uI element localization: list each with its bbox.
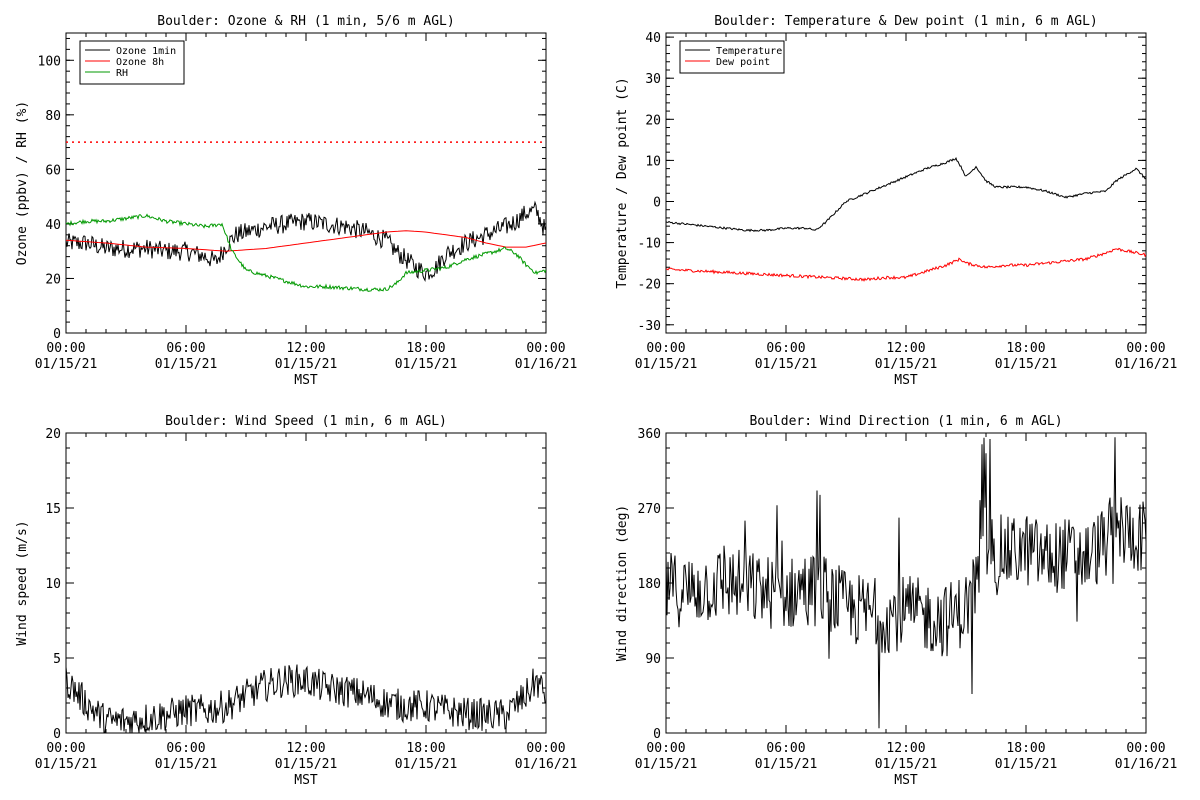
x-tick-time: 00:00 bbox=[526, 741, 565, 756]
x-tick-time: 18:00 bbox=[406, 741, 445, 756]
series-line-1 bbox=[66, 664, 546, 733]
y-tick-label: 20 bbox=[645, 113, 661, 128]
y-tick-label: -10 bbox=[638, 237, 661, 252]
y-tick-label: 270 bbox=[638, 502, 661, 517]
series-line-1 bbox=[666, 437, 1146, 729]
x-axis-label: MST bbox=[294, 373, 318, 388]
y-tick-label: 360 bbox=[638, 427, 661, 442]
y-tick-label: 20 bbox=[45, 427, 61, 442]
legend-box bbox=[679, 40, 785, 74]
x-tick-date: 01/15/21 bbox=[35, 357, 98, 372]
x-tick-time: 00:00 bbox=[646, 741, 685, 756]
x-tick-date: 01/15/21 bbox=[635, 757, 698, 772]
x-tick-date: 01/16/21 bbox=[1115, 757, 1178, 772]
x-tick-time: 12:00 bbox=[886, 341, 925, 356]
x-tick-date: 01/15/21 bbox=[35, 757, 98, 772]
x-tick-date: 01/15/21 bbox=[995, 357, 1058, 372]
x-tick-time: 12:00 bbox=[286, 741, 325, 756]
x-tick-date: 01/15/21 bbox=[995, 757, 1058, 772]
y-axis-label: Wind speed (m/s) bbox=[15, 520, 30, 645]
plot-frame bbox=[65, 432, 547, 734]
x-tick-time: 00:00 bbox=[526, 341, 565, 356]
legend-entry: Ozone 1min bbox=[116, 46, 176, 57]
x-tick-time: 00:00 bbox=[1126, 341, 1165, 356]
x-tick-time: 18:00 bbox=[1006, 741, 1045, 756]
series-line-3 bbox=[66, 213, 546, 292]
x-tick-time: 06:00 bbox=[766, 341, 805, 356]
x-axis-label: MST bbox=[294, 773, 318, 788]
x-axis-label: MST bbox=[894, 373, 918, 388]
y-tick-label: 80 bbox=[45, 109, 61, 124]
x-tick-time: 12:00 bbox=[286, 341, 325, 356]
x-tick-date: 01/15/21 bbox=[875, 757, 938, 772]
chart-title: Boulder: Wind Direction (1 min, 6 m AGL) bbox=[749, 414, 1062, 429]
x-tick-time: 00:00 bbox=[46, 341, 85, 356]
x-tick-date: 01/16/21 bbox=[1115, 357, 1178, 372]
y-tick-label: 0 bbox=[653, 727, 661, 742]
y-axis-label: Wind direction (deg) bbox=[615, 505, 630, 662]
y-tick-label: 180 bbox=[638, 577, 661, 592]
y-tick-label: 5 bbox=[53, 652, 61, 667]
x-tick-date: 01/15/21 bbox=[275, 357, 338, 372]
y-tick-label: 90 bbox=[645, 652, 661, 667]
y-tick-label: 0 bbox=[653, 195, 661, 210]
series-line-2 bbox=[66, 230, 546, 252]
x-tick-date: 01/15/21 bbox=[275, 757, 338, 772]
x-tick-time: 06:00 bbox=[166, 341, 205, 356]
x-tick-time: 00:00 bbox=[646, 341, 685, 356]
legend-entry: Temperature bbox=[716, 46, 782, 57]
x-tick-time: 06:00 bbox=[166, 741, 205, 756]
y-tick-label: 10 bbox=[45, 577, 61, 592]
x-tick-time: 00:00 bbox=[1126, 741, 1165, 756]
x-tick-time: 00:00 bbox=[46, 741, 85, 756]
chart-panel-3: Boulder: Wind Speed (1 min, 6 m AGL) 0 5 10… bbox=[15, 414, 577, 788]
x-tick-date: 01/15/21 bbox=[155, 357, 218, 372]
x-tick-time: 18:00 bbox=[1006, 341, 1045, 356]
x-tick-date: 01/15/21 bbox=[755, 757, 818, 772]
y-tick-label: 0 bbox=[53, 727, 61, 742]
y-axis-label: Ozone (ppbv) / RH (%) bbox=[15, 101, 30, 265]
x-tick-time: 12:00 bbox=[886, 741, 925, 756]
x-tick-date: 01/15/21 bbox=[155, 757, 218, 772]
x-tick-date: 01/15/21 bbox=[875, 357, 938, 372]
x-tick-date: 01/15/21 bbox=[395, 757, 458, 772]
y-tick-label: 60 bbox=[45, 163, 61, 178]
y-tick-label: 100 bbox=[38, 54, 61, 69]
chart-title: Boulder: Ozone & RH (1 min, 5/6 m AGL) bbox=[157, 14, 454, 29]
y-tick-label: -30 bbox=[638, 319, 661, 334]
y-tick-label: 30 bbox=[645, 72, 661, 87]
x-tick-date: 01/15/21 bbox=[635, 357, 698, 372]
chart-title: Boulder: Wind Speed (1 min, 6 m AGL) bbox=[165, 414, 447, 429]
chart-title: Boulder: Temperature & Dew point (1 min,… bbox=[714, 14, 1098, 29]
series-line-1 bbox=[66, 200, 546, 283]
x-tick-date: 01/15/21 bbox=[395, 357, 458, 372]
x-tick-date: 01/16/21 bbox=[515, 357, 578, 372]
y-tick-label: -20 bbox=[638, 278, 661, 293]
y-tick-label: 10 bbox=[645, 154, 661, 169]
legend-entry: RH bbox=[116, 68, 128, 79]
plot-frame bbox=[665, 32, 1147, 334]
x-tick-time: 06:00 bbox=[766, 741, 805, 756]
y-axis-label: Temperature / Dew point (C) bbox=[615, 77, 630, 288]
legend-entry: Ozone 8h bbox=[116, 57, 164, 68]
y-tick-label: 40 bbox=[645, 31, 661, 46]
chart-panel-2: Boulder: Temperature & Dew point (1 min,… bbox=[615, 14, 1177, 388]
chart-panel-4: Boulder: Wind Direction (1 min, 6 m AGL)… bbox=[615, 414, 1177, 788]
series-line-2 bbox=[666, 247, 1146, 282]
x-tick-time: 18:00 bbox=[406, 341, 445, 356]
y-tick-label: 15 bbox=[45, 502, 61, 517]
series-line-1 bbox=[666, 156, 1146, 233]
y-tick-label: 40 bbox=[45, 218, 61, 233]
chart-panel-1: Boulder: Ozone & RH (1 min, 5/6 m AGL) 0 2… bbox=[15, 14, 577, 388]
x-tick-date: 01/15/21 bbox=[755, 357, 818, 372]
y-tick-label: 0 bbox=[53, 327, 61, 342]
x-axis-label: MST bbox=[894, 773, 918, 788]
legend-entry: Dew point bbox=[716, 57, 770, 68]
legend-box bbox=[79, 40, 185, 85]
x-tick-date: 01/16/21 bbox=[515, 757, 578, 772]
y-tick-label: 20 bbox=[45, 272, 61, 287]
